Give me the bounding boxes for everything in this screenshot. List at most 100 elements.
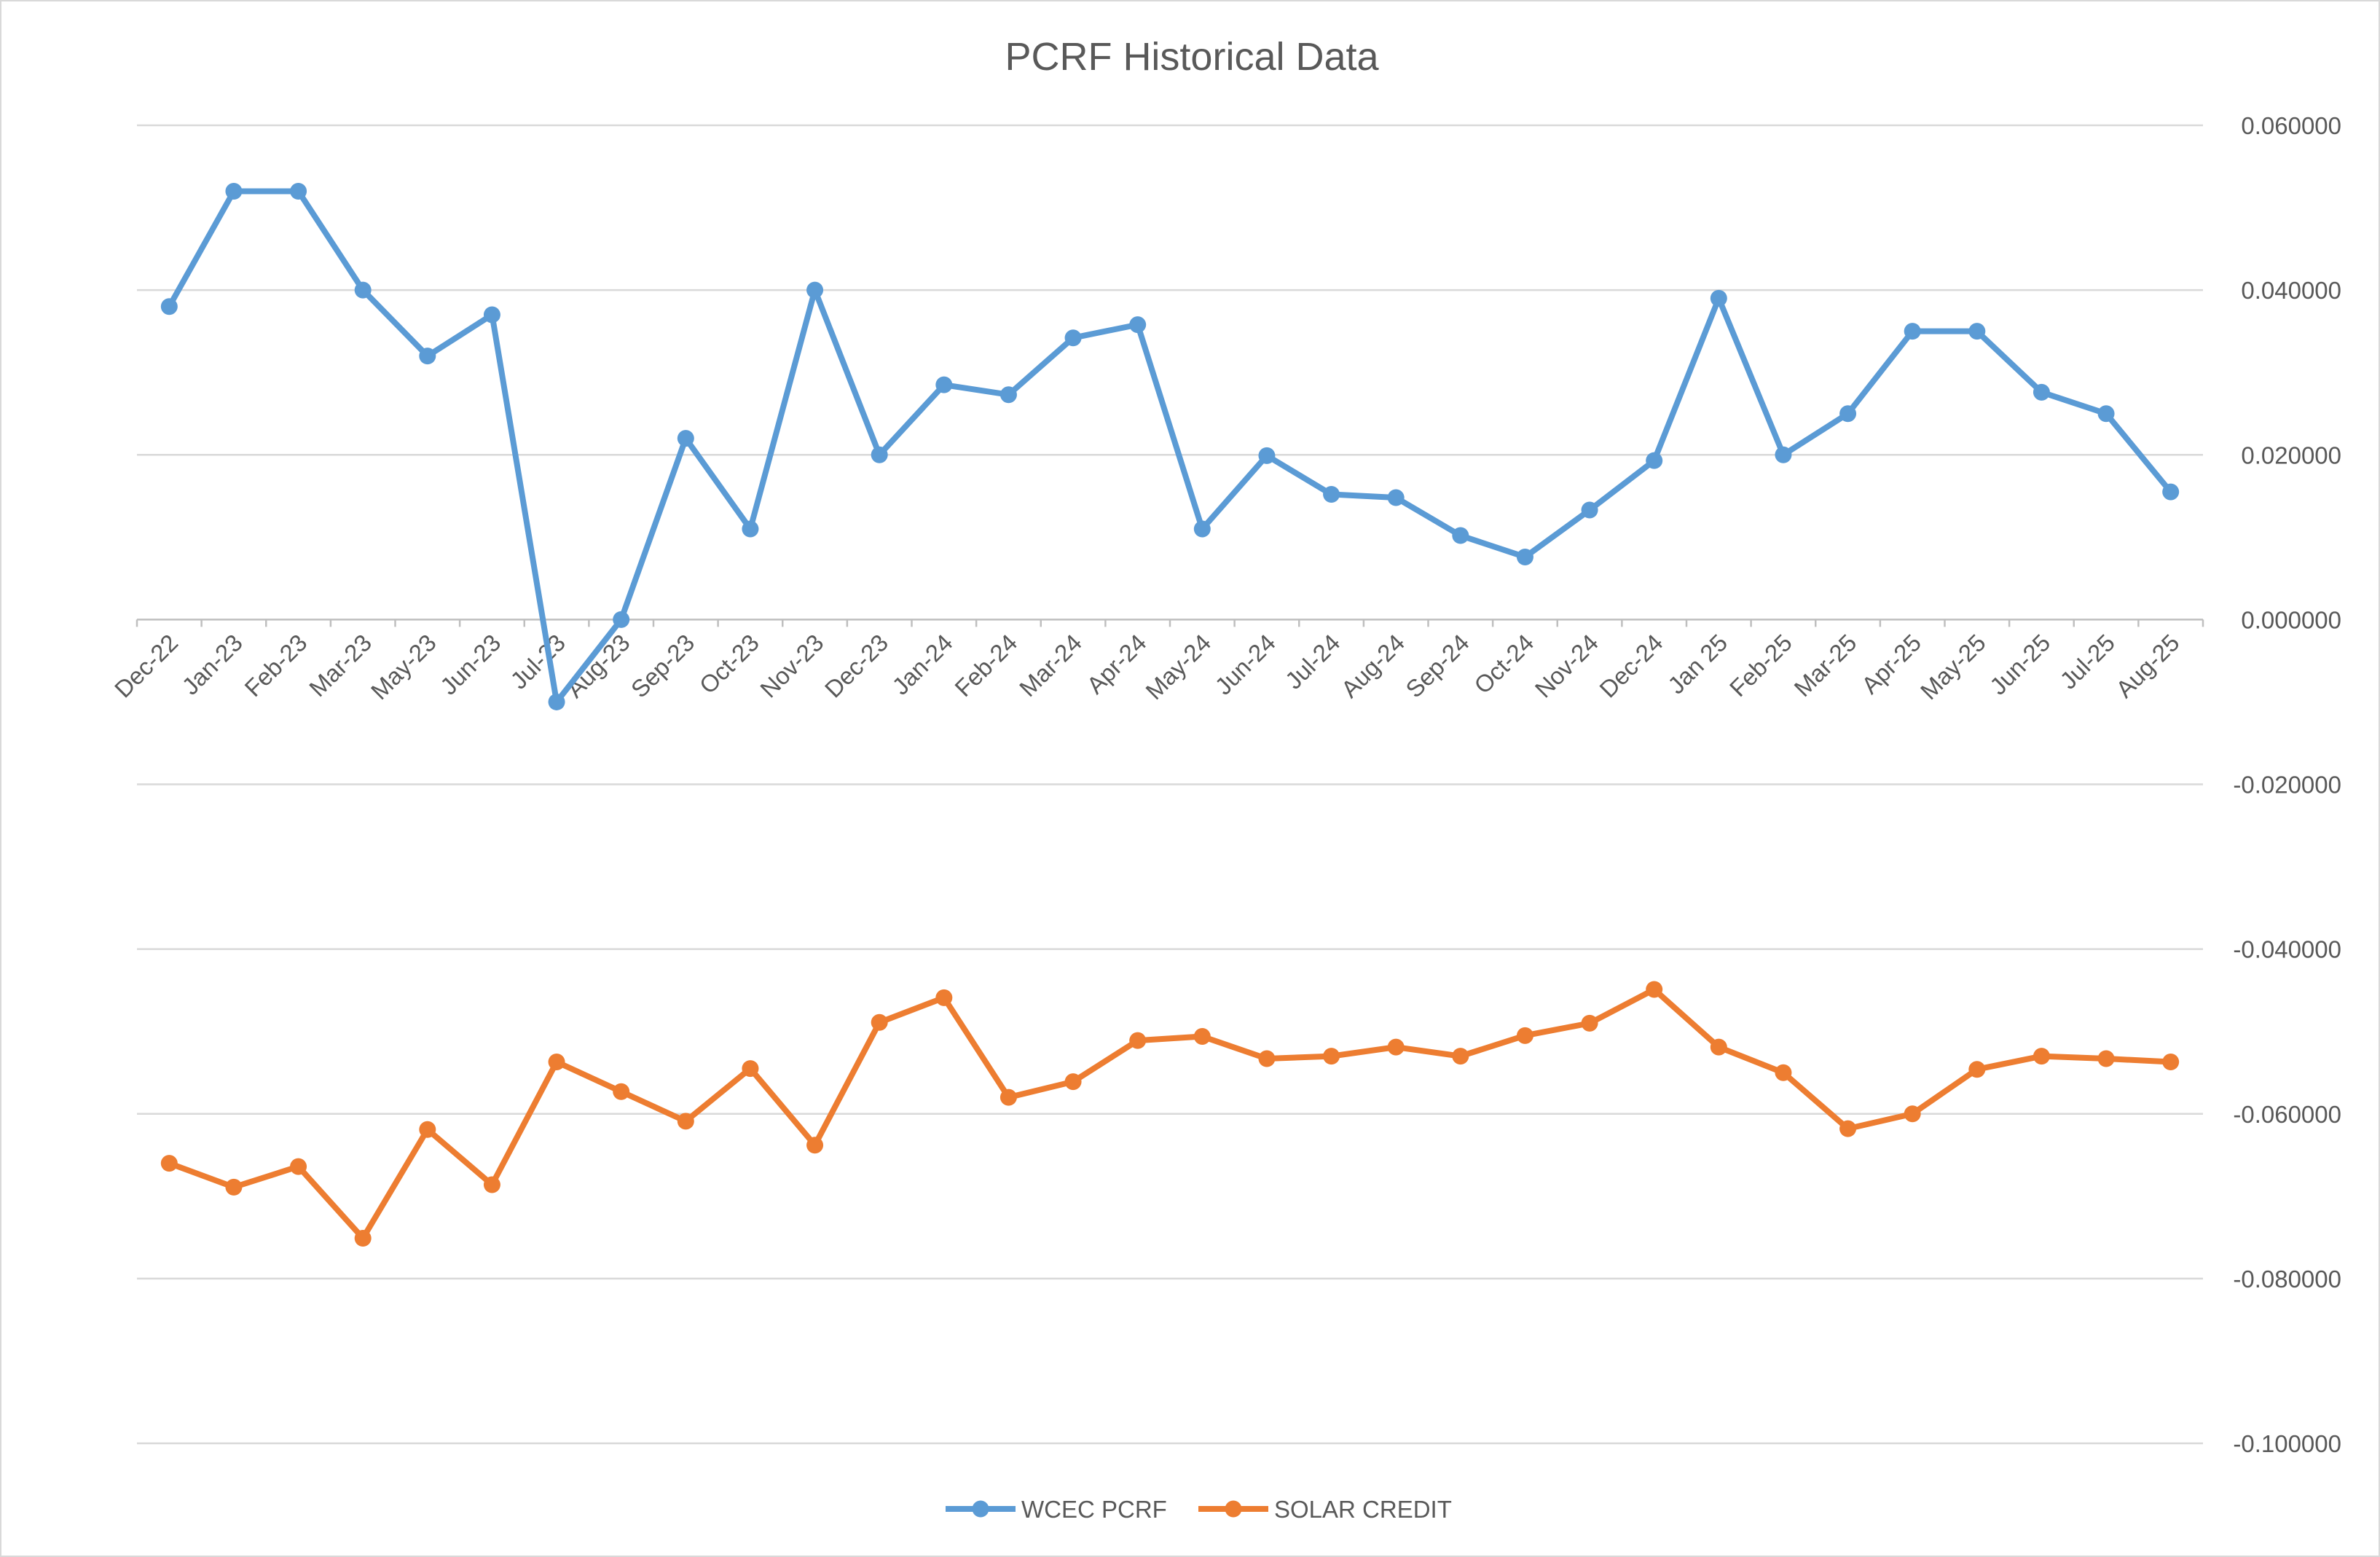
data-point xyxy=(2097,405,2115,423)
series-line xyxy=(166,188,2174,705)
data-point xyxy=(160,298,178,315)
x-tick-label: Feb-25 xyxy=(1724,629,1797,702)
data-point xyxy=(1968,323,1986,340)
x-tick-label: Dec-24 xyxy=(1594,629,1668,702)
x-tick-label: Jan-24 xyxy=(887,629,958,700)
y-tick-label: 0.060000 xyxy=(2241,112,2341,139)
x-tick-label: Sep-23 xyxy=(626,629,699,702)
data-point xyxy=(1646,452,1663,469)
data-point xyxy=(225,1178,243,1196)
data-point xyxy=(806,281,824,299)
data-point xyxy=(935,376,953,393)
data-point xyxy=(548,693,565,710)
data-point xyxy=(613,611,630,628)
data-point xyxy=(742,1060,759,1078)
data-point xyxy=(1710,289,1727,307)
x-tick-label: Aug-25 xyxy=(2110,629,2184,702)
x-tick-label: Dec-23 xyxy=(820,629,893,702)
y-tick-label: 0.020000 xyxy=(2241,442,2341,468)
x-tick-label: Jan 25 xyxy=(1662,629,1732,699)
x-tick-label: Mar-24 xyxy=(1014,629,1087,702)
data-point xyxy=(354,1229,372,1247)
y-tick-label: -0.100000 xyxy=(2233,1430,2341,1457)
data-point xyxy=(354,281,372,299)
x-tick-label: Aug-23 xyxy=(561,629,635,702)
data-point xyxy=(1452,1048,1469,1065)
x-tick-label: Jun-23 xyxy=(435,629,506,700)
x-tick-label: Aug-24 xyxy=(1336,629,1410,702)
data-point xyxy=(1646,981,1663,998)
x-tick-label: Feb-24 xyxy=(949,629,1022,702)
x-tick-label: May-24 xyxy=(1140,629,1216,705)
data-point xyxy=(999,1089,1017,1106)
data-point xyxy=(613,1083,630,1100)
data-point xyxy=(1581,501,1598,519)
series-line xyxy=(166,987,2174,1242)
legend-label: SOLAR CREDIT xyxy=(1274,1496,1452,1523)
x-tick-label: Oct-23 xyxy=(694,629,764,699)
data-point xyxy=(290,182,307,200)
data-point xyxy=(999,386,1017,404)
y-tick-label: -0.040000 xyxy=(2233,936,2341,963)
data-point xyxy=(1452,527,1469,544)
x-tick-label: Nov-24 xyxy=(1530,629,1603,702)
data-point xyxy=(1775,446,1792,463)
data-point xyxy=(1193,1027,1211,1045)
series-1 xyxy=(160,981,2180,1247)
data-point xyxy=(548,1054,565,1071)
data-point xyxy=(1516,1027,1533,1044)
data-point xyxy=(2097,1050,2115,1067)
data-point xyxy=(2033,383,2050,401)
x-tick-label: May-23 xyxy=(366,629,441,705)
data-point xyxy=(742,520,759,538)
x-tick-label: Nov-23 xyxy=(755,629,828,702)
data-point xyxy=(806,1137,824,1154)
x-tick-label: Mar-25 xyxy=(1788,629,1861,702)
legend-label: WCEC PCRF xyxy=(1021,1496,1167,1523)
data-point xyxy=(1839,1120,1857,1137)
legend-item: SOLAR CREDIT xyxy=(1198,1496,1452,1523)
legend-swatch-marker xyxy=(972,1500,989,1518)
x-tick-label: Jul-24 xyxy=(1280,629,1346,694)
x-tick-label: Apr-25 xyxy=(1856,629,1926,699)
data-point xyxy=(2162,1054,2180,1071)
y-tick-label: -0.080000 xyxy=(2233,1266,2341,1293)
data-point xyxy=(1581,1014,1598,1032)
data-point xyxy=(290,1158,307,1175)
y-tick-label: -0.060000 xyxy=(2233,1101,2341,1128)
data-point xyxy=(1129,1032,1147,1049)
x-tick-label: May-25 xyxy=(1915,629,1991,705)
data-point xyxy=(419,1121,436,1138)
x-axis xyxy=(136,619,2204,627)
x-tick-label: Jan-23 xyxy=(176,629,248,700)
data-point xyxy=(1968,1061,1986,1078)
gridlines xyxy=(137,124,2203,1445)
data-point xyxy=(1129,316,1147,334)
y-tick-label: -0.020000 xyxy=(2233,772,2341,799)
x-tick-label: Feb-23 xyxy=(239,629,312,702)
data-point xyxy=(419,348,436,365)
data-point xyxy=(1839,405,1857,423)
x-tick-label: Jun-25 xyxy=(1984,629,2056,700)
series-0 xyxy=(160,182,2180,710)
x-tick-label: Sep-24 xyxy=(1400,629,1474,702)
data-point xyxy=(871,1013,888,1031)
data-point xyxy=(677,430,694,447)
data-point xyxy=(1904,1105,1921,1123)
data-point xyxy=(1387,1038,1405,1056)
data-point xyxy=(1064,329,1082,347)
data-point xyxy=(160,1155,178,1172)
data-point xyxy=(2162,483,2180,501)
y-tick-label: 0.040000 xyxy=(2241,277,2341,304)
data-point xyxy=(1775,1064,1792,1081)
data-point xyxy=(1258,1050,1276,1067)
y-tick-label: 0.000000 xyxy=(2241,606,2341,633)
data-point xyxy=(1323,1048,1340,1065)
legend-swatch-marker xyxy=(1225,1500,1242,1518)
data-point xyxy=(1387,489,1405,506)
x-tick-label: Mar-23 xyxy=(304,629,377,702)
data-point xyxy=(1323,486,1340,503)
y-axis-tick-labels: 0.060000 0.040000 0.020000 0.000000 -0.02000… xyxy=(2233,112,2341,1457)
